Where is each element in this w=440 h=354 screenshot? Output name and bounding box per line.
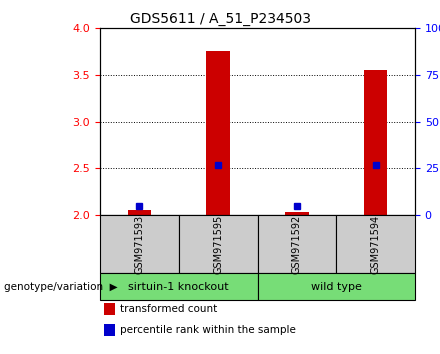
Bar [364, 70, 388, 215]
Text: GSM971594: GSM971594 [370, 215, 381, 274]
Text: sirtuin-1 knockout: sirtuin-1 knockout [128, 282, 229, 292]
Text: genotype/variation  ▶: genotype/variation ▶ [4, 282, 118, 292]
Bar [206, 51, 230, 215]
Text: GSM971593: GSM971593 [134, 215, 144, 274]
Bar [128, 210, 151, 215]
Text: percentile rank within the sample: percentile rank within the sample [120, 325, 296, 335]
Text: transformed count: transformed count [120, 304, 217, 314]
Text: wild type: wild type [311, 282, 362, 292]
Text: GSM971592: GSM971592 [292, 215, 302, 274]
Bar [285, 212, 309, 215]
Text: GDS5611 / A_51_P234503: GDS5611 / A_51_P234503 [129, 12, 311, 27]
Text: GSM971595: GSM971595 [213, 215, 223, 274]
